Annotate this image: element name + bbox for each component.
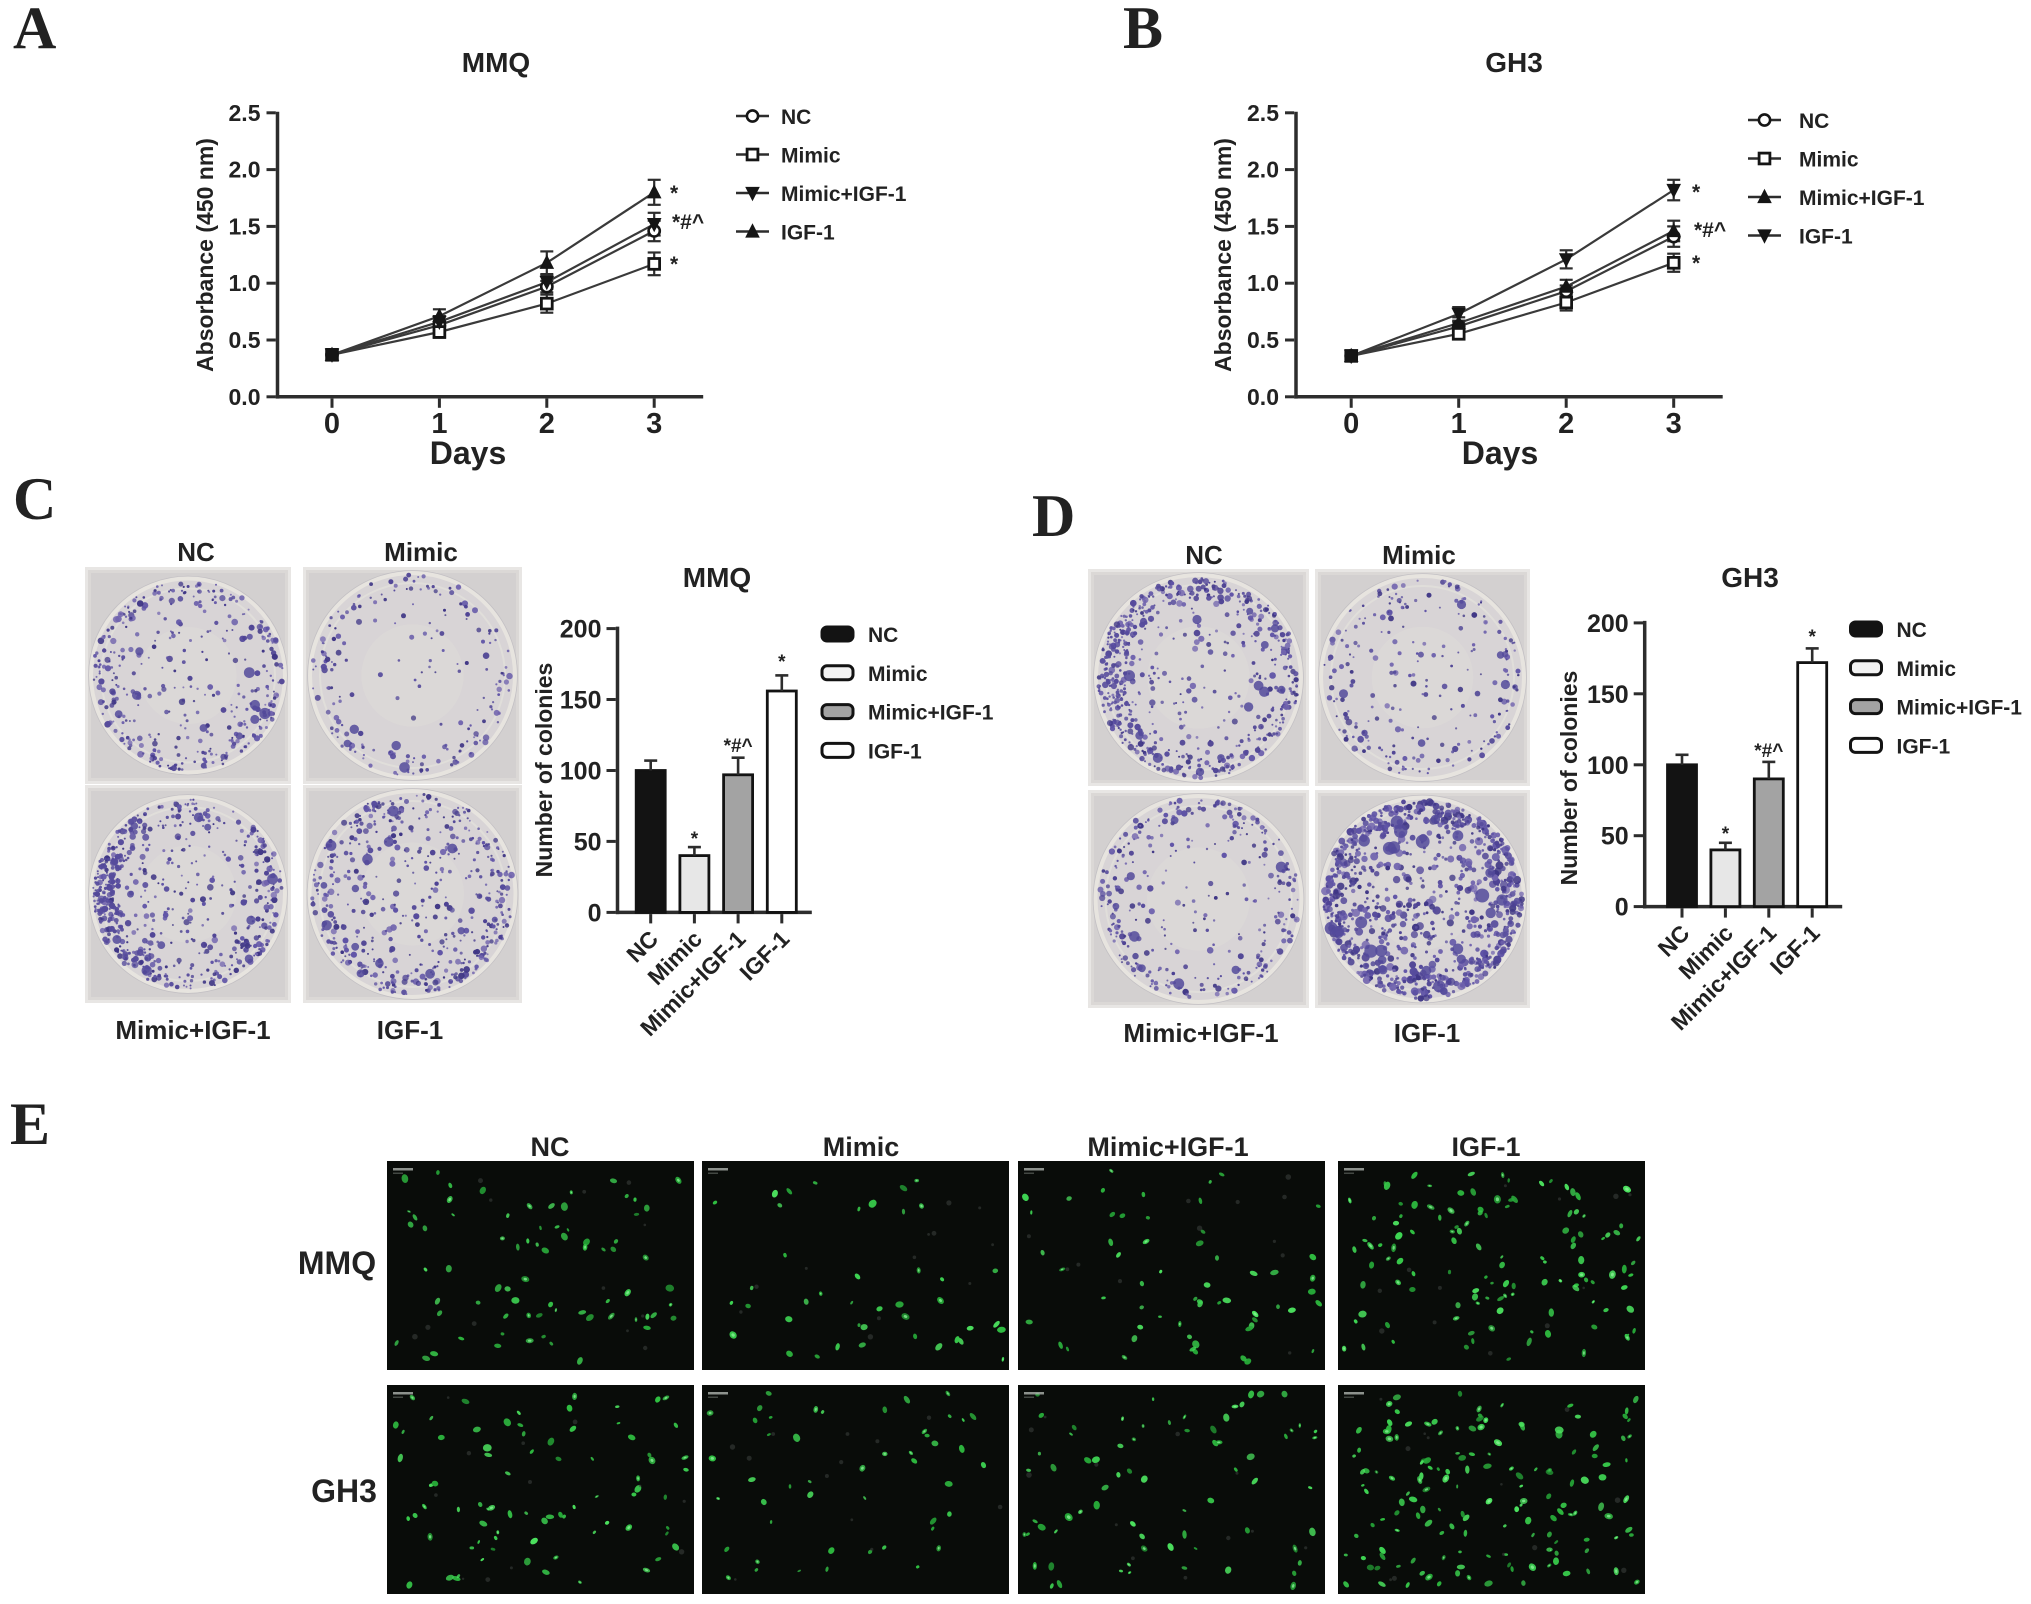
svg-text:1.5: 1.5 bbox=[229, 213, 261, 239]
svg-text:Mimic: Mimic bbox=[384, 537, 458, 567]
svg-text:IGF-1: IGF-1 bbox=[1897, 735, 1951, 758]
svg-text:*#^: *#^ bbox=[1694, 219, 1726, 242]
svg-text:NC: NC bbox=[781, 106, 811, 129]
svg-text:0.5: 0.5 bbox=[229, 327, 261, 353]
svg-text:*: * bbox=[1692, 252, 1701, 275]
svg-text:Mimic: Mimic bbox=[868, 663, 928, 686]
svg-text:1: 1 bbox=[1451, 408, 1467, 440]
svg-text:1.5: 1.5 bbox=[1247, 213, 1279, 239]
svg-text:100: 100 bbox=[560, 758, 602, 786]
svg-text:Absorbance (450 nm): Absorbance (450 nm) bbox=[192, 138, 218, 372]
svg-text:200: 200 bbox=[560, 616, 602, 644]
svg-text:B: B bbox=[1123, 0, 1163, 61]
svg-text:100: 100 bbox=[1587, 752, 1629, 780]
svg-text:IGF-1: IGF-1 bbox=[868, 740, 922, 763]
svg-text:IGF-1: IGF-1 bbox=[1799, 226, 1853, 249]
svg-text:NC: NC bbox=[531, 1132, 570, 1162]
svg-text:3: 3 bbox=[646, 408, 662, 440]
svg-text:*#^: *#^ bbox=[672, 211, 704, 234]
svg-text:IGF-1: IGF-1 bbox=[1451, 1132, 1520, 1162]
svg-text:IGF-1: IGF-1 bbox=[1394, 1018, 1460, 1048]
svg-text:2.5: 2.5 bbox=[229, 100, 261, 126]
svg-text:C: C bbox=[13, 466, 56, 532]
svg-text:0: 0 bbox=[588, 899, 602, 927]
svg-text:Mimic+IGF-1: Mimic+IGF-1 bbox=[868, 702, 994, 725]
svg-text:Mimic+IGF-1: Mimic+IGF-1 bbox=[1897, 697, 2023, 720]
svg-text:IGF-1: IGF-1 bbox=[377, 1015, 443, 1045]
svg-text:2.0: 2.0 bbox=[1247, 157, 1279, 183]
svg-text:Mimic+IGF-1: Mimic+IGF-1 bbox=[115, 1015, 270, 1045]
svg-text:Mimic+IGF-1: Mimic+IGF-1 bbox=[1123, 1018, 1278, 1048]
svg-text:0.5: 0.5 bbox=[1247, 327, 1279, 353]
svg-text:Mimic: Mimic bbox=[1799, 149, 1859, 172]
svg-text:IGF-1: IGF-1 bbox=[781, 222, 835, 245]
svg-text:2: 2 bbox=[1558, 408, 1574, 440]
svg-text:0: 0 bbox=[324, 408, 340, 440]
svg-text:*: * bbox=[1692, 181, 1701, 204]
svg-text:E: E bbox=[10, 1091, 50, 1157]
svg-text:NC: NC bbox=[1897, 619, 1927, 642]
svg-text:3: 3 bbox=[1666, 408, 1682, 440]
svg-text:Mimic+IGF-1: Mimic+IGF-1 bbox=[1087, 1132, 1248, 1162]
svg-text:Days: Days bbox=[1462, 435, 1539, 471]
svg-text:Mimic: Mimic bbox=[1897, 658, 1957, 681]
svg-text:MMQ: MMQ bbox=[683, 562, 751, 593]
svg-text:GH3: GH3 bbox=[1721, 562, 1779, 593]
svg-text:*: * bbox=[670, 182, 679, 205]
svg-text:Number of colonies: Number of colonies bbox=[531, 663, 557, 878]
svg-text:Days: Days bbox=[430, 435, 507, 471]
svg-text:*#^: *#^ bbox=[724, 736, 753, 757]
svg-text:1.0: 1.0 bbox=[1247, 270, 1279, 296]
svg-text:0.0: 0.0 bbox=[229, 384, 261, 410]
svg-text:NC: NC bbox=[868, 624, 898, 647]
svg-text:A: A bbox=[13, 0, 56, 61]
svg-text:Mimic: Mimic bbox=[823, 1132, 900, 1162]
svg-text:Mimic+IGF-1: Mimic+IGF-1 bbox=[1799, 187, 1925, 210]
svg-text:2.5: 2.5 bbox=[1247, 100, 1279, 126]
svg-text:NC: NC bbox=[177, 537, 215, 567]
svg-text:*: * bbox=[1722, 824, 1730, 845]
svg-text:GH3: GH3 bbox=[311, 1473, 377, 1509]
svg-text:Mimic: Mimic bbox=[1382, 540, 1456, 570]
svg-text:*: * bbox=[778, 652, 786, 673]
svg-text:MMQ: MMQ bbox=[462, 47, 530, 78]
svg-text:2: 2 bbox=[539, 408, 555, 440]
svg-text:Absorbance (450 nm): Absorbance (450 nm) bbox=[1210, 138, 1236, 372]
svg-text:NC: NC bbox=[1799, 110, 1829, 133]
svg-text:150: 150 bbox=[1587, 681, 1629, 709]
svg-text:0: 0 bbox=[1615, 894, 1629, 922]
svg-text:0.0: 0.0 bbox=[1247, 384, 1279, 410]
svg-text:Number of colonies: Number of colonies bbox=[1556, 671, 1582, 886]
svg-text:0: 0 bbox=[1343, 408, 1359, 440]
svg-text:200: 200 bbox=[1587, 610, 1629, 638]
svg-text:*: * bbox=[1808, 627, 1816, 648]
svg-text:1.0: 1.0 bbox=[229, 270, 261, 296]
svg-text:Mimic: Mimic bbox=[781, 145, 841, 168]
svg-text:*#^: *#^ bbox=[1754, 741, 1783, 762]
svg-text:*: * bbox=[670, 253, 679, 276]
svg-text:50: 50 bbox=[574, 828, 602, 856]
svg-text:50: 50 bbox=[1601, 823, 1629, 851]
svg-text:D: D bbox=[1032, 483, 1075, 549]
svg-text:Mimic+IGF-1: Mimic+IGF-1 bbox=[781, 183, 907, 206]
svg-text:1: 1 bbox=[431, 408, 447, 440]
svg-text:MMQ: MMQ bbox=[298, 1245, 376, 1281]
svg-text:*: * bbox=[691, 829, 699, 850]
svg-text:GH3: GH3 bbox=[1485, 47, 1543, 78]
svg-text:NC: NC bbox=[1185, 540, 1223, 570]
svg-text:2.0: 2.0 bbox=[229, 157, 261, 183]
svg-text:150: 150 bbox=[560, 687, 602, 715]
